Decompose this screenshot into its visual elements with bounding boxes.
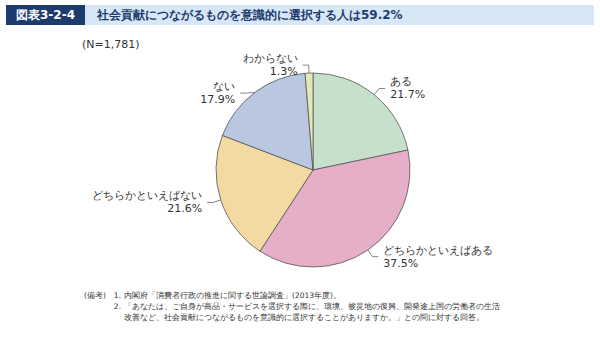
html-text:(備考): (備考)	[84, 291, 106, 300]
html-text:(N=1,781): (N=1,781)	[82, 38, 140, 51]
svg-text:1.3%: 1.3%	[270, 65, 298, 78]
svg-text:21.7%: 21.7%	[390, 88, 425, 101]
html-text:図表3-2-4: 図表3-2-4	[16, 8, 75, 22]
html-text:社会貢献につながるものを意識的に選択する人は59.2%: 社会貢献につながるものを意識的に選択する人は59.2%	[97, 7, 403, 22]
svg-text:37.5%: 37.5%	[383, 257, 418, 270]
svg-text:ある: ある	[390, 75, 412, 88]
svg-text:21.6%: 21.6%	[167, 202, 202, 215]
html-text:1. 内閣府「消費者行政の推進に関する世論調査」(2013年: 1. 内閣府「消費者行政の推進に関する世論調査」(2013年度)。	[113, 291, 341, 300]
svg-text:17.9%: 17.9%	[200, 93, 235, 106]
svg-text:どちらかといえばない: どちらかといえばない	[92, 189, 202, 202]
svg-text:わからない: わからない	[243, 52, 298, 65]
svg-text:ない: ない	[213, 80, 235, 93]
html-text:2. 「あなたは、ご自身が商品・サービスを選択する際に、環境: 2. 「あなたは、ご自身が商品・サービスを選択する際に、環境、被災地の復興、開発…	[113, 302, 500, 322]
svg-text:どちらかといえばある: どちらかといえばある	[383, 244, 493, 257]
